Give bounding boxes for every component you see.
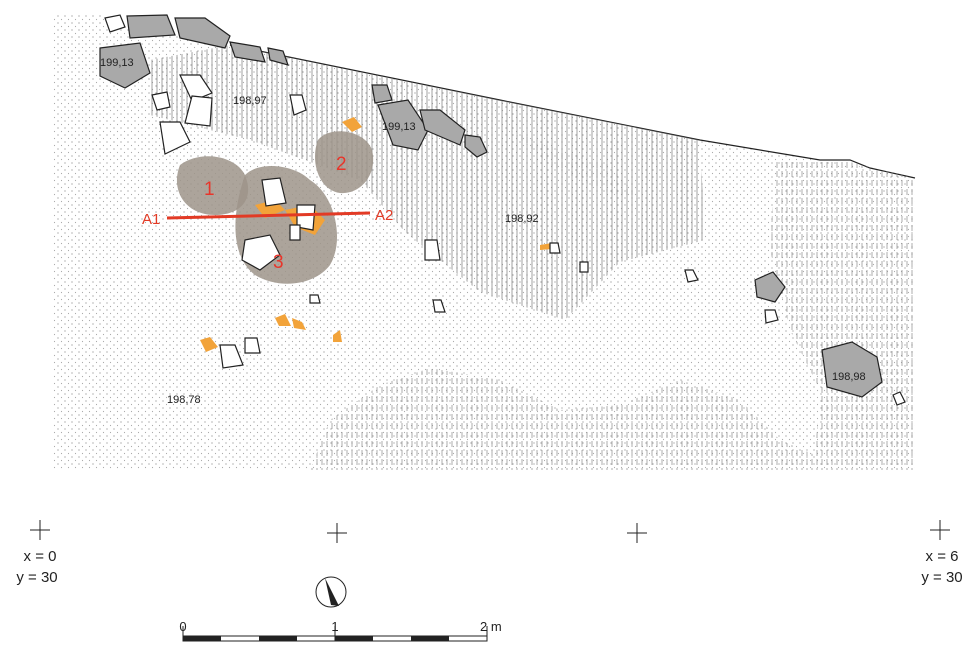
grid-y: y = 30 (921, 569, 962, 586)
section-end: A2 (375, 207, 393, 224)
soil-surface (52, 15, 916, 470)
elevation: 199,13 (100, 57, 134, 69)
section-line (166, 211, 371, 220)
elevation: 198,98 (832, 371, 866, 383)
feature-number: 1 (204, 179, 215, 200)
scale-bar (182, 626, 488, 642)
stones (99, 14, 906, 406)
elevation: 198,78 (167, 394, 201, 406)
elevation: 199,13 (382, 121, 416, 133)
north-arrow (315, 576, 347, 608)
grid-y: y = 30 (16, 569, 57, 586)
section-start: A1 (142, 211, 160, 228)
scale-label: 2 m (480, 619, 502, 634)
labels: 199,13 198,97 199,13 198,92 198,78 198,9… (100, 57, 866, 406)
grid-points (30, 520, 950, 543)
feature-number: 3 (273, 252, 284, 273)
elevation: 198,97 (233, 95, 267, 107)
elevation: 198,92 (505, 213, 539, 225)
feature-number: 2 (336, 154, 347, 175)
grid-x: x = 0 (24, 548, 57, 565)
scale-label: 0 (179, 619, 186, 634)
grid-x: x = 6 (926, 548, 959, 565)
scale-label: 1 (331, 619, 338, 634)
